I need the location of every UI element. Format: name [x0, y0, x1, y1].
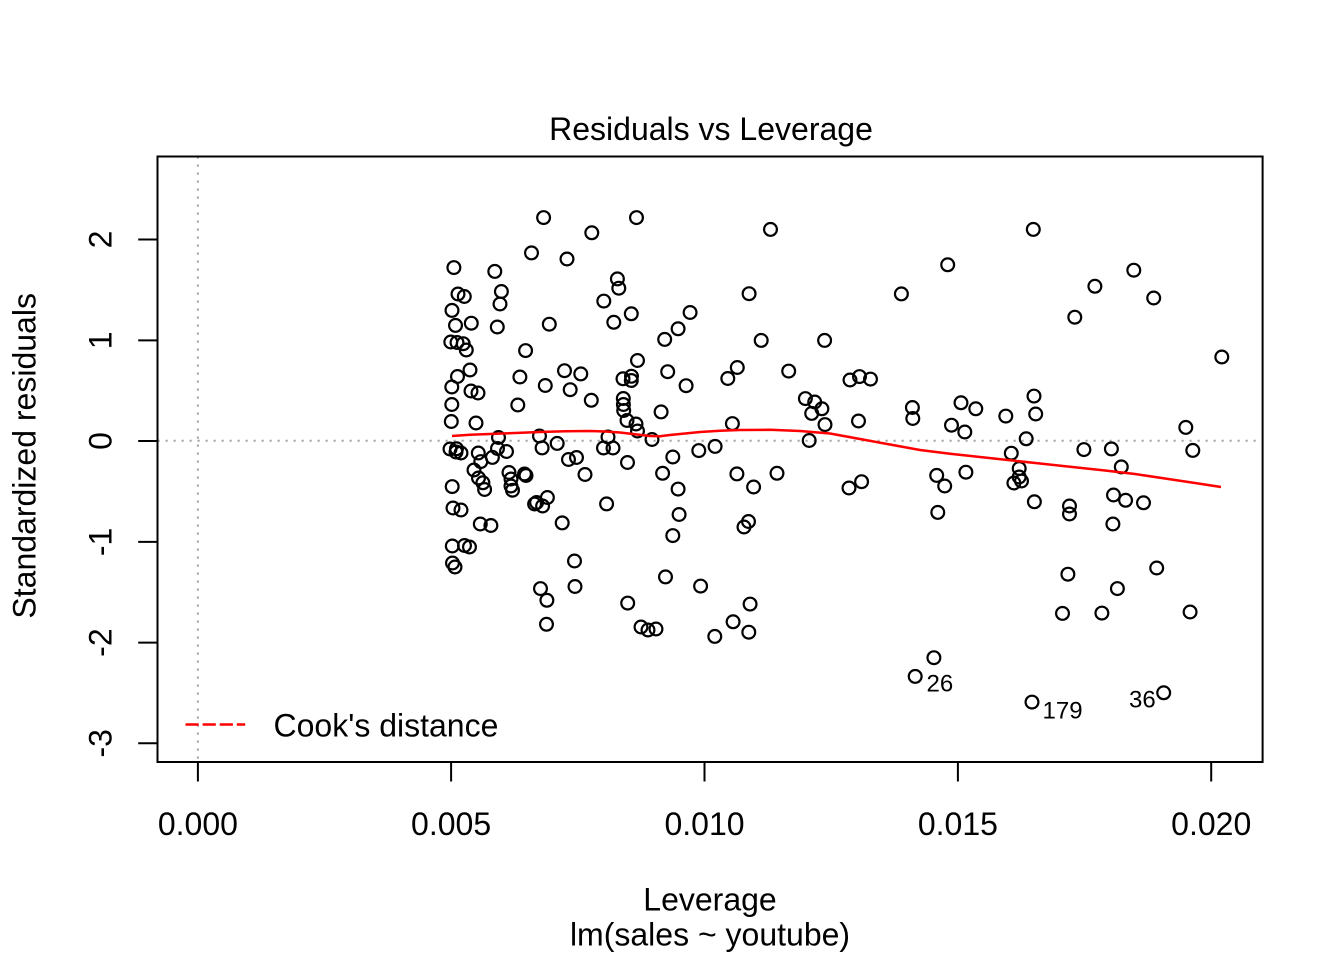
svg-text:0.020: 0.020 [1171, 806, 1251, 842]
svg-text:0.005: 0.005 [411, 806, 491, 842]
svg-text:0.015: 0.015 [918, 806, 998, 842]
svg-text:0: 0 [83, 432, 119, 450]
svg-text:2: 2 [83, 231, 119, 249]
svg-text:Residuals vs Leverage: Residuals vs Leverage [549, 111, 873, 147]
svg-text:1: 1 [83, 332, 119, 350]
svg-text:-3: -3 [83, 729, 119, 757]
svg-text:0.000: 0.000 [158, 806, 238, 842]
svg-text:-2: -2 [83, 628, 119, 656]
svg-text:0.010: 0.010 [664, 806, 744, 842]
svg-text:36: 36 [1129, 687, 1156, 714]
svg-text:Cook's distance: Cook's distance [274, 708, 499, 744]
svg-text:26: 26 [927, 671, 954, 698]
svg-text:Leverage: Leverage [643, 882, 776, 918]
svg-text:lm(sales ~ youtube): lm(sales ~ youtube) [570, 916, 850, 952]
svg-text:179: 179 [1043, 698, 1083, 725]
svg-text:Standardized residuals: Standardized residuals [7, 293, 43, 619]
svg-text:-1: -1 [83, 528, 119, 556]
